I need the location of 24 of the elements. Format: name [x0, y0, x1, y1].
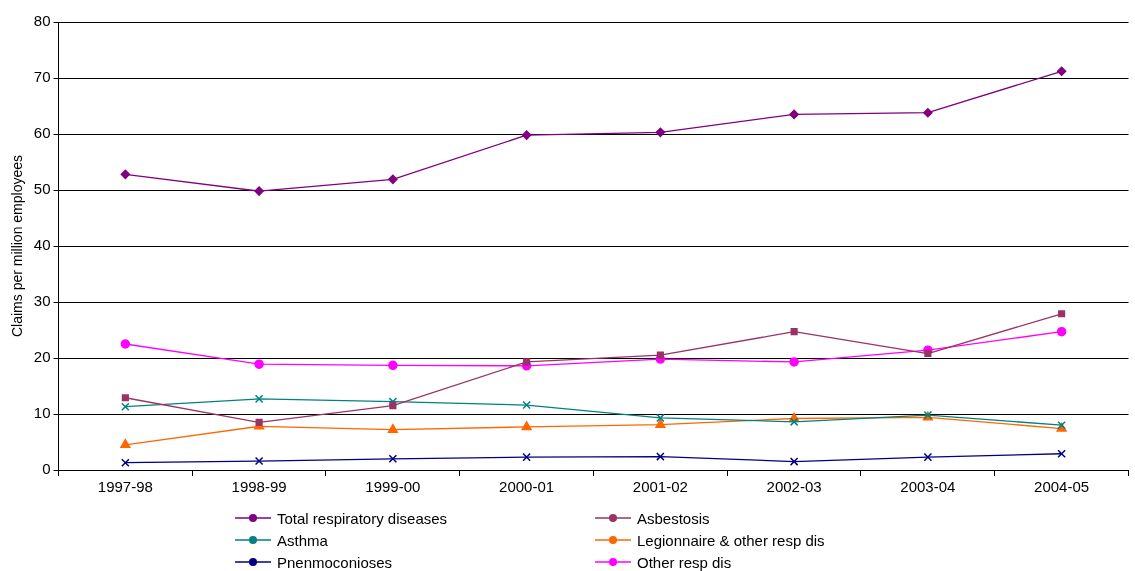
x-tick-label: 2000-01 [499, 478, 555, 496]
y-tick-label: 60 [33, 124, 51, 142]
y-tick-label: 10 [33, 404, 51, 422]
x-tick-label: 2001-02 [632, 478, 688, 496]
x-tick-label: 1997-98 [97, 478, 153, 496]
y-tick-label: 80 [33, 12, 51, 30]
y-tick-label: 30 [33, 292, 51, 310]
y-tick-label: 50 [33, 180, 51, 198]
legend-label: Asthma [277, 531, 328, 549]
y-axis-title: Claims per million employees [9, 154, 26, 338]
legend-label: Asbestosis [637, 509, 710, 527]
x-tick-label: 2004-05 [1034, 478, 1090, 496]
legend-label: Other resp dis [637, 553, 732, 571]
x-tick-label: 2003-04 [900, 478, 956, 496]
legend-label: Pnenmoconioses [277, 553, 393, 571]
x-tick-label: 1998-99 [231, 478, 287, 496]
y-tick-label: 20 [33, 348, 51, 366]
y-tick-label: 70 [33, 68, 51, 86]
x-tick-label: 1999-00 [365, 478, 421, 496]
y-tick-label: 0 [42, 460, 51, 478]
legend-label: Total respiratory diseases [277, 509, 448, 527]
x-tick-label: 2002-03 [766, 478, 822, 496]
legend-label: Legionnaire & other resp dis [637, 531, 825, 549]
y-tick-label: 40 [33, 236, 51, 254]
